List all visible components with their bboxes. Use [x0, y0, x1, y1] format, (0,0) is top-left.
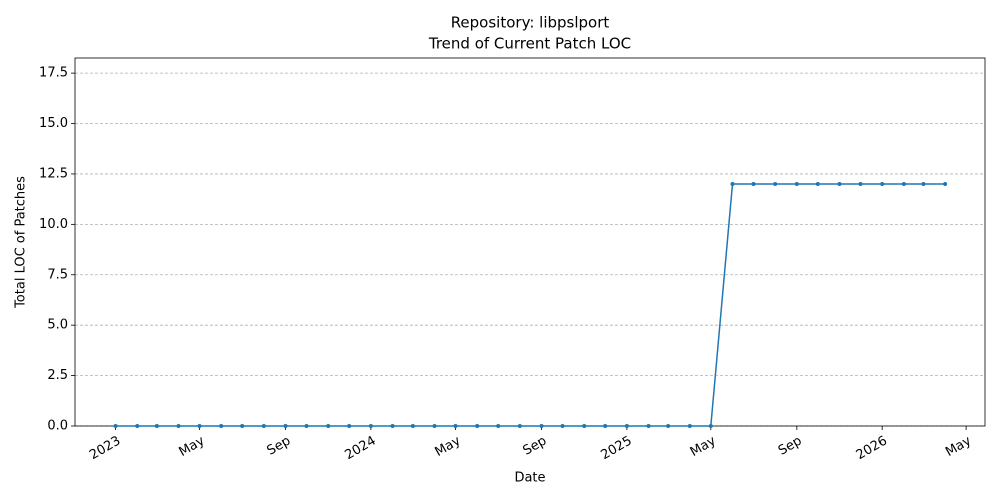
data-point: [539, 424, 544, 428]
data-point: [113, 424, 118, 428]
data-point: [496, 424, 501, 428]
x-tick-label: 2024: [342, 434, 378, 464]
x-tick-label: Sep: [521, 434, 550, 459]
y-tick-label: 2.5: [47, 368, 68, 383]
data-point: [135, 424, 140, 428]
data-point: [815, 182, 820, 187]
y-tick-label: 10.0: [39, 217, 68, 232]
x-tick-label: May: [943, 433, 974, 460]
y-tick-label: 17.5: [39, 66, 68, 81]
y-tick-label: 5.0: [47, 318, 68, 333]
data-point: [773, 182, 778, 187]
x-axis-label: Date: [514, 471, 545, 486]
y-tick-label: 12.5: [39, 166, 68, 181]
data-point: [347, 424, 352, 428]
x-tick-label: Sep: [776, 434, 805, 459]
data-point: [176, 424, 181, 428]
data-point: [261, 424, 266, 428]
x-tick-label: 2023: [87, 434, 123, 464]
data-point: [560, 424, 565, 428]
chart-title: Repository: libpslport: [451, 14, 610, 32]
data-point: [475, 424, 480, 428]
data-point: [432, 424, 437, 428]
data-point: [858, 182, 863, 187]
data-line: [115, 183, 946, 427]
data-point: [390, 424, 395, 428]
data-point: [154, 424, 159, 428]
data-point: [240, 424, 245, 428]
data-point: [410, 424, 415, 428]
data-point: [837, 182, 842, 187]
data-point: [921, 182, 926, 187]
data-point: [368, 424, 373, 428]
y-axis-label: Total LOC of Patches: [14, 176, 29, 309]
data-point: [219, 424, 224, 428]
data-point: [943, 182, 948, 187]
y-tick-label: 7.5: [47, 267, 68, 282]
x-tick-label: 2025: [598, 434, 634, 464]
data-point: [582, 424, 587, 428]
data-point: [794, 182, 799, 187]
data-point: [304, 424, 309, 428]
data-point: [453, 424, 458, 428]
data-point: [624, 424, 629, 428]
data-point: [880, 182, 885, 187]
y-tick-label: 15.0: [39, 116, 68, 131]
data-point: [197, 424, 202, 428]
data-point: [666, 424, 671, 428]
data-point: [901, 182, 906, 187]
data-point: [603, 424, 608, 428]
x-tick-label: May: [688, 433, 719, 460]
plot-frame: [74, 57, 986, 427]
data-point: [687, 424, 692, 428]
data-point: [708, 424, 713, 428]
x-tick-label: May: [432, 433, 463, 460]
data-point: [730, 182, 735, 187]
x-tick-label: 2026: [854, 434, 890, 464]
x-tick-label: Sep: [265, 434, 294, 459]
data-point: [751, 182, 756, 187]
data-point: [517, 424, 522, 428]
data-point: [326, 424, 331, 428]
data-point: [283, 424, 288, 428]
x-tick-label: May: [176, 433, 207, 460]
data-point: [646, 424, 651, 428]
y-tick-label: 0.0: [47, 419, 68, 434]
chart-subtitle: Trend of Current Patch LOC: [428, 35, 631, 53]
